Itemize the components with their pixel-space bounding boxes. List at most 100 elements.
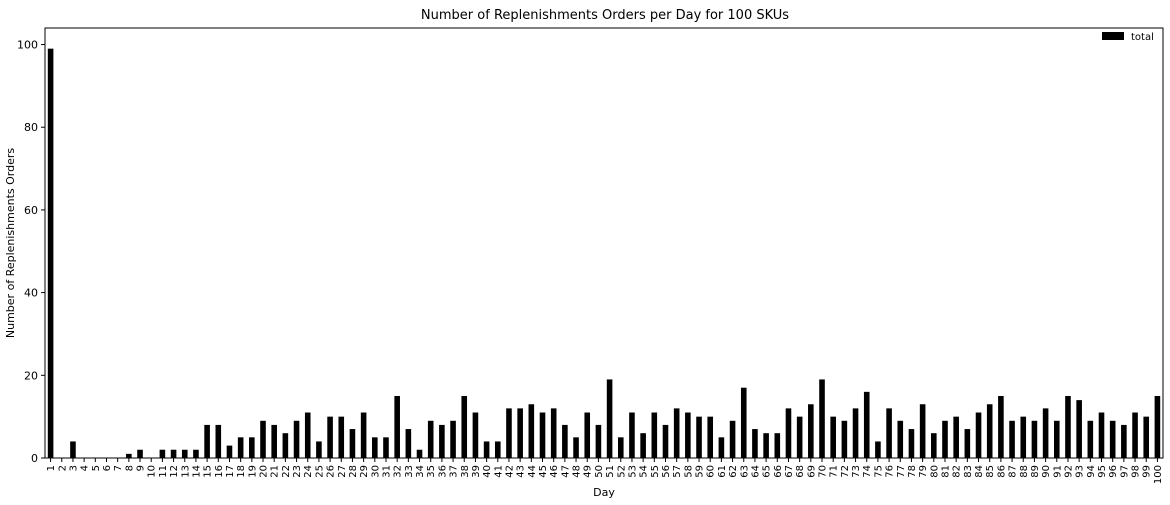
x-tick-label: 63 <box>739 465 750 478</box>
bar-day-21 <box>271 424 277 458</box>
bar-day-89 <box>1031 420 1038 458</box>
x-tick-label: 45 <box>538 465 549 478</box>
bar-day-29 <box>360 412 367 458</box>
legend: total <box>1102 32 1154 43</box>
bar-day-86 <box>998 395 1004 458</box>
bar-day-14 <box>193 449 199 458</box>
chart-title: Number of Replenishments Orders per Day … <box>421 8 789 23</box>
x-tick-label: 19 <box>247 465 258 478</box>
bar-day-32 <box>394 395 400 458</box>
bar-day-31 <box>383 437 389 458</box>
x-tick-label: 23 <box>292 465 303 478</box>
x-tick-label: 39 <box>471 465 482 478</box>
bar-day-33 <box>405 429 412 458</box>
x-tick-label: 65 <box>762 465 773 478</box>
bar-day-34 <box>416 449 423 458</box>
x-tick-label: 42 <box>504 465 515 478</box>
bar-day-48 <box>573 437 579 458</box>
x-tick-label: 75 <box>873 465 884 478</box>
x-tick-label: 95 <box>1097 465 1108 478</box>
x-tick-label: 7 <box>113 465 124 471</box>
x-tick-label: 99 <box>1142 465 1153 478</box>
bar-day-8 <box>126 453 132 458</box>
x-tick-label: 56 <box>661 465 672 478</box>
bar-day-70 <box>819 379 825 458</box>
x-tick-label: 53 <box>627 465 638 478</box>
bar-day-61 <box>718 437 725 458</box>
x-tick-label: 68 <box>795 465 806 478</box>
bar-day-43 <box>517 408 523 458</box>
x-tick-label: 28 <box>348 465 359 478</box>
x-tick-label: 91 <box>1052 465 1063 478</box>
x-tick-label: 73 <box>851 465 862 478</box>
bar-day-65 <box>763 433 769 458</box>
bar-day-19 <box>249 437 255 458</box>
x-tick-label: 26 <box>326 465 337 478</box>
x-tick-label: 64 <box>750 465 761 478</box>
x-tick-label: 43 <box>516 465 527 478</box>
bar-day-92 <box>1065 395 1071 458</box>
legend-swatch <box>1102 32 1124 40</box>
y-axis-label: Number of Replenishments Orders <box>4 148 17 338</box>
bar-day-96 <box>1109 420 1116 458</box>
x-tick-label: 59 <box>695 465 706 478</box>
x-tick-label: 77 <box>896 465 907 478</box>
bar-day-15 <box>204 424 210 458</box>
bar-day-94 <box>1087 420 1094 458</box>
bar-day-78 <box>908 429 915 458</box>
x-tick-label: 40 <box>482 465 493 478</box>
y-tick-label: 60 <box>24 204 38 217</box>
bar-day-17 <box>226 445 233 458</box>
x-tick-label: 5 <box>91 465 102 471</box>
x-tick-label: 96 <box>1108 465 1119 478</box>
y-tick-label: 20 <box>24 369 38 382</box>
bar-day-73 <box>852 408 859 458</box>
x-tick-label: 69 <box>806 465 817 478</box>
y-tick-label: 100 <box>17 39 38 52</box>
bar-day-24 <box>304 412 311 458</box>
x-tick-label: 24 <box>303 465 314 478</box>
x-tick-label: 74 <box>862 465 873 478</box>
y-tick-label: 40 <box>24 287 38 300</box>
x-tick-label: 58 <box>683 465 694 478</box>
bar-day-98 <box>1132 412 1138 458</box>
x-tick-label: 27 <box>337 465 348 478</box>
bar-day-88 <box>1020 416 1027 458</box>
bar-day-80 <box>931 433 937 458</box>
bar-day-84 <box>975 412 982 458</box>
x-tick-label: 60 <box>706 465 717 478</box>
x-tick-label: 49 <box>583 465 594 478</box>
x-tick-label: 44 <box>527 465 538 478</box>
bar-day-77 <box>897 420 904 458</box>
bar-day-67 <box>785 408 792 458</box>
x-tick-label: 46 <box>549 465 560 478</box>
x-tick-label: 83 <box>963 465 974 478</box>
x-tick-label: 8 <box>124 465 135 471</box>
x-tick-label: 67 <box>784 465 795 478</box>
bar-day-53 <box>629 412 635 458</box>
bar-day-41 <box>494 441 501 458</box>
x-tick-label: 36 <box>437 465 448 478</box>
bar-day-26 <box>327 416 333 458</box>
bar-day-37 <box>450 420 456 458</box>
x-tick-label: 54 <box>639 465 650 478</box>
bar-day-66 <box>774 433 781 458</box>
bar-day-9 <box>137 449 143 458</box>
x-tick-label: 71 <box>829 465 840 478</box>
x-tick-label: 48 <box>572 465 583 478</box>
x-tick-label: 22 <box>281 465 292 478</box>
bar-day-42 <box>506 408 512 458</box>
x-tick-label: 15 <box>203 465 214 478</box>
bar-day-81 <box>942 420 948 458</box>
bar-day-74 <box>863 391 870 458</box>
bar-day-45 <box>539 412 546 458</box>
x-tick-label: 78 <box>907 465 918 478</box>
bar-day-76 <box>886 408 892 458</box>
x-tick-label: 98 <box>1131 465 1142 478</box>
bars <box>47 48 1161 459</box>
x-tick-label: 55 <box>650 465 661 478</box>
x-tick-label: 51 <box>605 465 616 478</box>
x-tick-label: 62 <box>728 465 739 478</box>
x-tick-label: 82 <box>952 465 963 478</box>
